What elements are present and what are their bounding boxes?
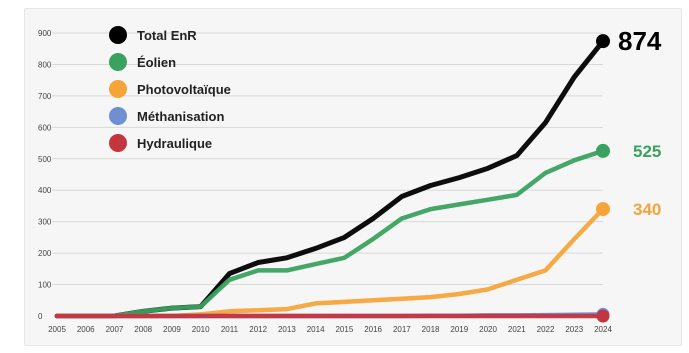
- legend-marker-eolien: [109, 53, 127, 71]
- end-label-eolien: 525: [633, 142, 661, 161]
- x-tick-label-2024: 2024: [594, 325, 612, 334]
- y-tick-label-400: 400: [38, 186, 52, 195]
- y-tick-label-300: 300: [38, 218, 52, 227]
- legend-marker-methanisation: [109, 107, 127, 125]
- x-tick-label-2019: 2019: [450, 325, 468, 334]
- y-tick-label-100: 100: [38, 281, 52, 290]
- x-tick-label-2009: 2009: [163, 325, 181, 334]
- x-tick-label-2016: 2016: [364, 325, 382, 334]
- end-label-total-enr: 874: [618, 26, 662, 56]
- y-tick-label-600: 600: [38, 123, 52, 132]
- legend-label-total-enr: Total EnR: [137, 28, 197, 43]
- x-tick-label-2010: 2010: [192, 325, 210, 334]
- x-tick-label-2008: 2008: [134, 325, 152, 334]
- x-tick-label-2014: 2014: [307, 325, 325, 334]
- legend: Total EnR Éolien Photovoltaïque Méthanisati…: [109, 26, 231, 152]
- y-tick-label-200: 200: [38, 249, 52, 258]
- series-line-eolien: [54, 148, 606, 319]
- y-tick-label-500: 500: [38, 155, 52, 164]
- x-tick-label-2015: 2015: [335, 325, 353, 334]
- end-marker-hydraulique: [596, 309, 610, 323]
- x-tick-label-2006: 2006: [77, 325, 95, 334]
- legend-label-eolien: Éolien: [137, 55, 176, 70]
- x-tick-label-2017: 2017: [393, 325, 411, 334]
- x-tick-label-2013: 2013: [278, 325, 296, 334]
- x-tick-label-2007: 2007: [106, 325, 124, 334]
- x-tick-label-2023: 2023: [565, 325, 583, 334]
- x-tick-label-2018: 2018: [422, 325, 440, 334]
- x-tick-label-2022: 2022: [537, 325, 555, 334]
- y-tick-label-900: 900: [38, 29, 52, 38]
- x-tick-label-2012: 2012: [249, 325, 267, 334]
- legend-label-hydraulique: Hydraulique: [137, 136, 212, 151]
- end-marker-total-enr: [596, 34, 610, 49]
- grid-lines: [52, 32, 603, 286]
- legend-marker-hydraulique: [109, 134, 127, 152]
- end-marker-photovoltaique: [596, 202, 610, 217]
- y-tick-label-800: 800: [38, 60, 52, 69]
- legend-marker-photovoltaique: [109, 80, 127, 98]
- y-tick-label-0: 0: [38, 312, 43, 321]
- end-label-photovoltaique: 340: [633, 200, 661, 219]
- end-marker-eolien: [596, 143, 610, 158]
- y-tick-label-700: 700: [38, 92, 52, 101]
- x-tick-label-2011: 2011: [221, 325, 239, 334]
- x-tick-label-2020: 2020: [479, 325, 497, 334]
- x-tick-label-2005: 2005: [48, 325, 66, 334]
- x-tick-label-2021: 2021: [508, 325, 526, 334]
- legend-marker-total-enr: [109, 26, 127, 44]
- legend-label-methanisation: Méthanisation: [137, 109, 224, 124]
- legend-label-photovoltaique: Photovoltaïque: [137, 82, 231, 97]
